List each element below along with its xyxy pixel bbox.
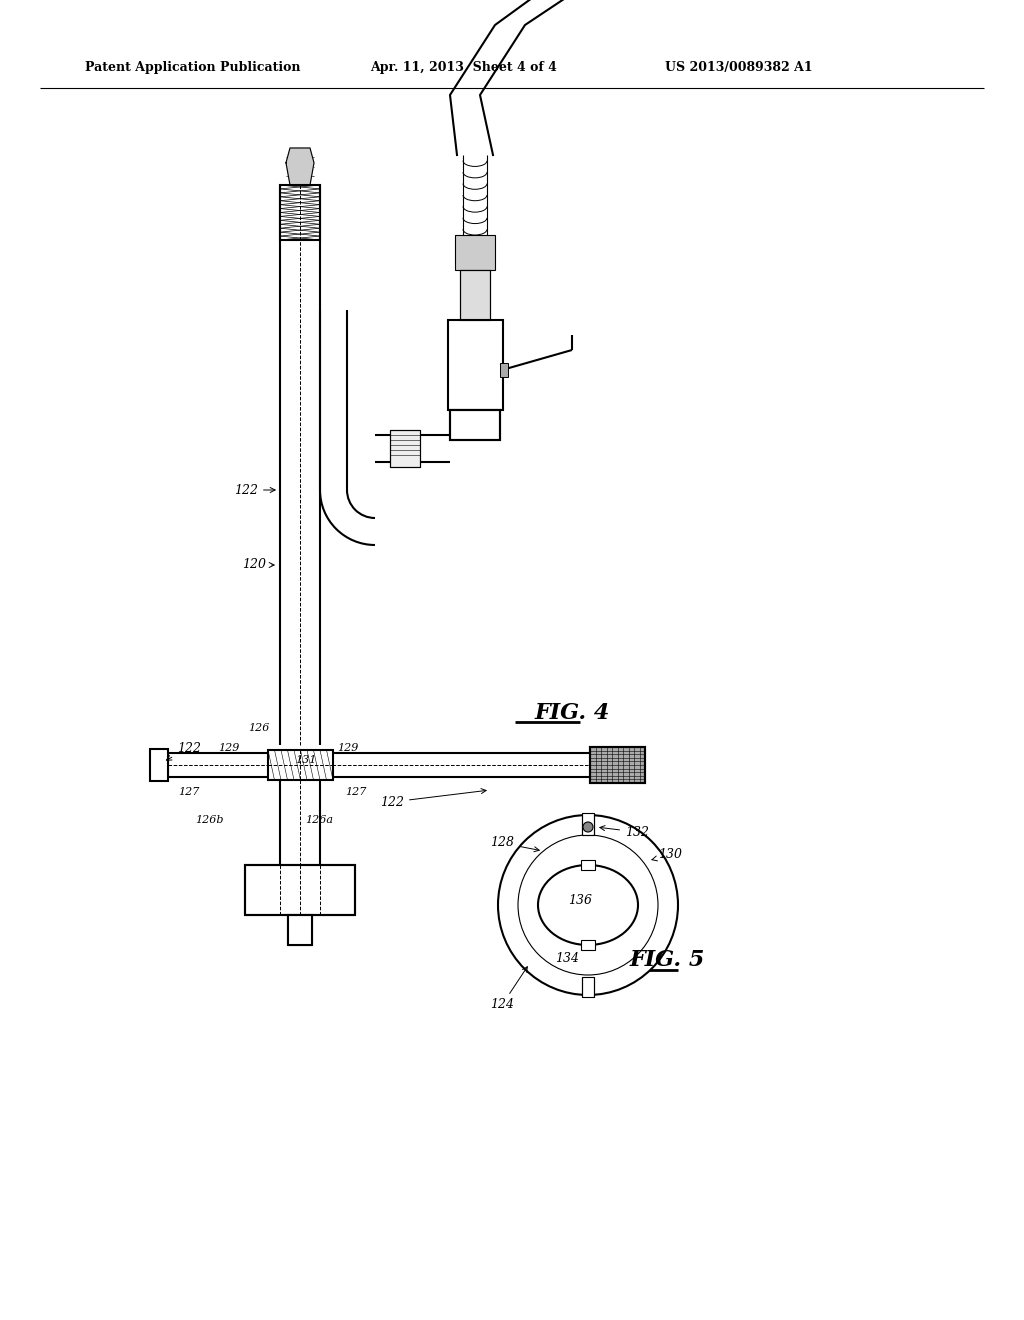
Text: 122: 122 <box>380 788 486 808</box>
Bar <box>449 319 503 411</box>
Text: 130: 130 <box>652 849 682 862</box>
Ellipse shape <box>538 865 638 945</box>
Text: US 2013/0089382 A1: US 2013/0089382 A1 <box>665 62 813 74</box>
Text: 134: 134 <box>555 952 579 965</box>
Bar <box>590 747 645 783</box>
Bar <box>245 865 355 915</box>
Text: Apr. 11, 2013  Sheet 4 of 4: Apr. 11, 2013 Sheet 4 of 4 <box>370 62 557 74</box>
Text: 122: 122 <box>234 483 275 496</box>
Bar <box>390 430 420 467</box>
Text: 136: 136 <box>568 894 592 907</box>
Bar <box>288 915 312 945</box>
Polygon shape <box>286 148 314 185</box>
Bar <box>450 411 500 440</box>
Bar <box>245 865 355 915</box>
Bar <box>450 411 500 440</box>
Bar <box>280 185 319 240</box>
Text: 129: 129 <box>337 743 358 752</box>
Text: 122: 122 <box>167 742 201 760</box>
Bar <box>500 363 508 378</box>
Text: 132: 132 <box>600 825 649 838</box>
Text: 127: 127 <box>178 787 200 797</box>
Bar <box>455 235 495 271</box>
Bar <box>150 748 168 781</box>
Bar <box>390 430 420 467</box>
Bar <box>268 750 333 780</box>
Text: 124: 124 <box>490 966 527 1011</box>
Text: FIG. 4: FIG. 4 <box>535 702 610 723</box>
Text: FIG. 5: FIG. 5 <box>630 949 706 972</box>
Text: Patent Application Publication: Patent Application Publication <box>85 62 300 74</box>
Text: 126a: 126a <box>305 814 333 825</box>
Text: 126b: 126b <box>195 814 223 825</box>
Text: 126: 126 <box>248 723 269 733</box>
Bar <box>460 271 490 319</box>
Bar <box>582 977 594 997</box>
Bar <box>581 861 595 870</box>
Circle shape <box>583 822 593 832</box>
Text: 127: 127 <box>345 787 367 797</box>
Bar <box>581 940 595 950</box>
Bar <box>460 271 490 319</box>
Bar <box>582 813 594 836</box>
Circle shape <box>498 814 678 995</box>
Bar <box>590 747 645 783</box>
Text: 120: 120 <box>242 558 274 572</box>
Text: 131: 131 <box>295 755 316 766</box>
Text: 128: 128 <box>490 837 540 851</box>
Text: 129: 129 <box>218 743 240 752</box>
